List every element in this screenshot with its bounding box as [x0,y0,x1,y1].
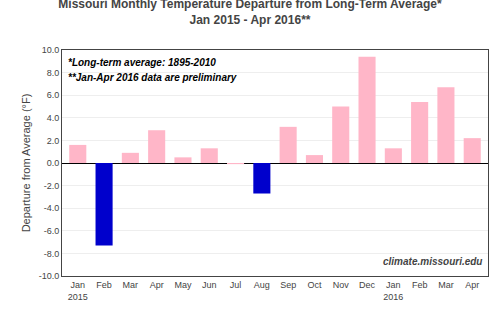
svg-text:Apr: Apr [150,280,164,290]
svg-text:Nov: Nov [333,280,350,290]
svg-text:Jan2015: Jan2015 [68,280,88,302]
svg-text:Mar: Mar [438,280,454,290]
svg-text:-10.0: -10.0 [39,271,60,281]
svg-text:Mar: Mar [123,280,139,290]
svg-text:8.0: 8.0 [47,68,60,78]
svg-text:Feb: Feb [412,280,428,290]
svg-text:10.0: 10.0 [42,45,60,55]
svg-text:*Long-term average: 1895-2010: *Long-term average: 1895-2010 [68,57,216,68]
svg-text:-8.0: -8.0 [44,249,60,259]
svg-text:-4.0: -4.0 [44,203,60,213]
svg-text:-2.0: -2.0 [44,181,60,191]
svg-text:0.0: 0.0 [47,158,60,168]
svg-text:May: May [174,280,192,290]
svg-text:6.0: 6.0 [47,90,60,100]
svg-text:Apr: Apr [465,280,479,290]
svg-text:Departure from Average (°F): Departure from Average (°F) [20,94,32,233]
svg-text:Sep: Sep [280,280,296,290]
svg-text:2.0: 2.0 [47,136,60,146]
svg-text:Jul: Jul [230,280,242,290]
svg-text:Dec: Dec [359,280,376,290]
svg-text:4.0: 4.0 [47,113,60,123]
svg-text:Jun: Jun [202,280,217,290]
svg-text:climate.missouri.edu: climate.missouri.edu [383,256,482,267]
svg-text:Oct: Oct [307,280,322,290]
svg-text:Aug: Aug [254,280,270,290]
svg-text:Feb: Feb [96,280,112,290]
svg-text:Jan2016: Jan2016 [383,280,403,302]
svg-text:-6.0: -6.0 [44,226,60,236]
svg-text:Missouri Monthly Temperature D: Missouri Monthly Temperature Departure f… [58,0,442,27]
svg-text:**Jan-Apr 2016 data are prelim: **Jan-Apr 2016 data are preliminary [68,72,237,83]
